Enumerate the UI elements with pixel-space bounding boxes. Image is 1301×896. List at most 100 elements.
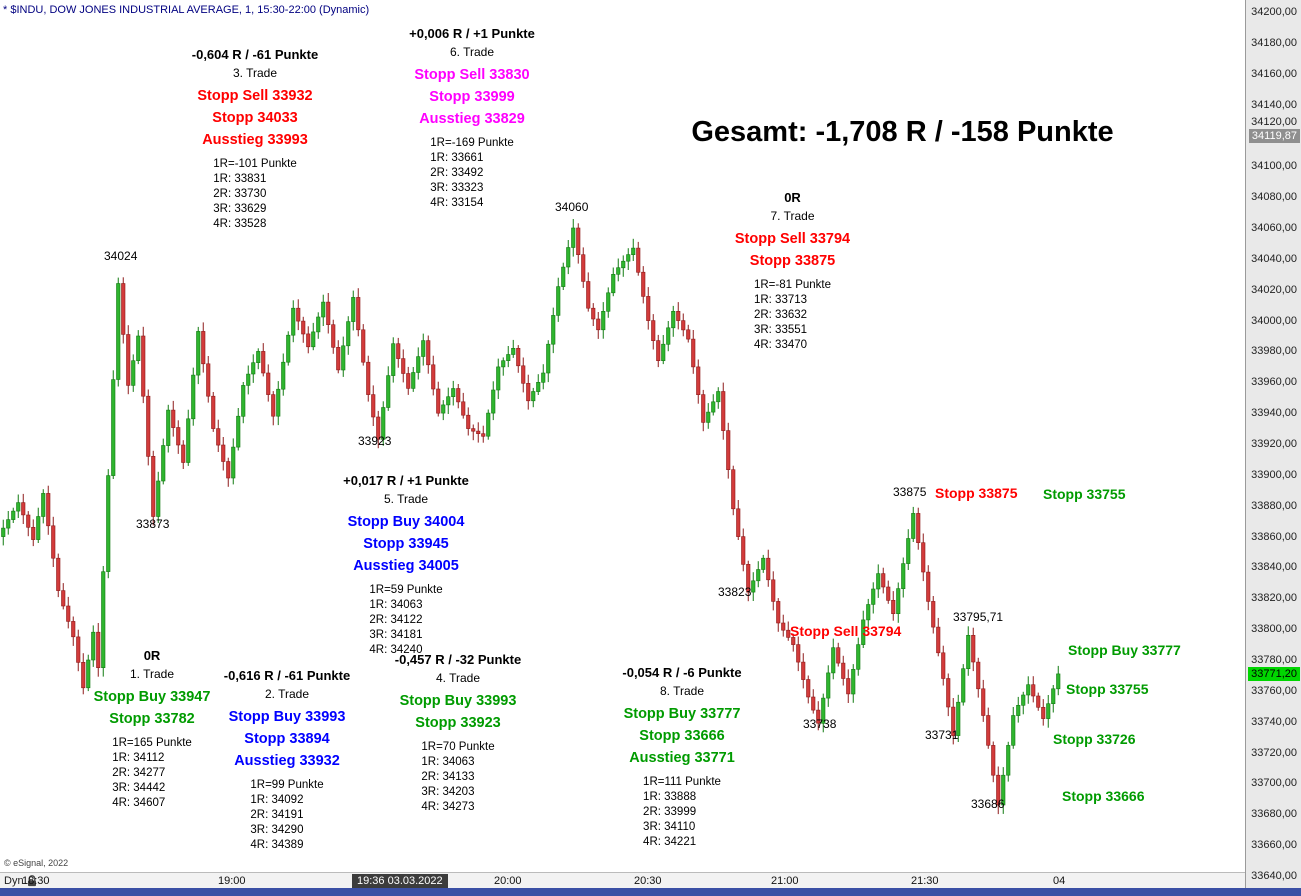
trade-number: 2. Trade bbox=[264, 687, 310, 701]
total-result-label: Gesamt: -1,708 R / -158 Punkte bbox=[691, 116, 1114, 148]
trade-stop-lines: Stopp Sell 33830 Stopp 33999 Ausstieg 3382… bbox=[414, 67, 530, 127]
price-swing-label: 33795,71 bbox=[953, 610, 1004, 624]
time-axis-label: 20:00 bbox=[494, 875, 522, 887]
price-axis-label: 33840,00 bbox=[1251, 561, 1297, 574]
trade-r-levels: 1R=59 Punkte 1R: 34063 2R: 34122 3R: 34181 4… bbox=[369, 584, 443, 656]
stop-level-label: Stopp 33726 bbox=[1053, 731, 1136, 747]
price-axis-label: 33660,00 bbox=[1251, 839, 1297, 852]
price-axis-label: 34040,00 bbox=[1251, 252, 1297, 265]
selected-time-marker: 19:36 03.03.2022 bbox=[352, 874, 448, 888]
price-axis-label: 33800,00 bbox=[1251, 623, 1297, 636]
trade-r-levels: 1R=70 Punkte 1R: 34063 2R: 34133 3R: 34203 4… bbox=[421, 741, 495, 813]
trade-stop-lines: Stopp Buy 33993 Stopp 33923 bbox=[399, 693, 517, 731]
trade-annotation-8: -0,054 R / -6 Punkte 8. Trade Stopp Buy 33… bbox=[602, 665, 762, 850]
trade-result: -0,457 R / -32 Punkte bbox=[394, 652, 522, 667]
time-axis[interactable]: Dyn 18:30 19:00 19:36 03.03.2022 20:00 20:30… bbox=[0, 872, 1245, 888]
trade-number: 6. Trade bbox=[449, 45, 495, 59]
price-axis-label: 33960,00 bbox=[1251, 376, 1297, 389]
price-axis-label: 34120,00 bbox=[1251, 116, 1297, 129]
candlestick-series bbox=[1, 219, 1061, 815]
trade-r-levels: 1R=-169 Punkte 1R: 33661 2R: 33492 3R: 3332… bbox=[430, 137, 514, 209]
copyright-label: © eSignal, 2022 bbox=[4, 858, 69, 868]
trade-stop-lines: Stopp Sell 33794 Stopp 33875 bbox=[734, 231, 851, 269]
trade-r-levels: 1R=99 Punkte 1R: 34092 2R: 34191 3R: 34290 4… bbox=[250, 779, 324, 851]
price-axis-label: 33780,00 bbox=[1251, 654, 1297, 666]
price-axis-label: 33680,00 bbox=[1251, 808, 1297, 821]
time-axis-label: 19:00 bbox=[218, 875, 246, 887]
price-axis-label: 34100,00 bbox=[1251, 160, 1297, 173]
trade-stop-lines: Stopp Sell 33932 Stopp 34033 Ausstieg 3399… bbox=[197, 88, 313, 148]
trade-annotation-4: -0,457 R / -32 Punkte 4. Trade Stopp Buy 3… bbox=[383, 652, 533, 815]
trade-result: -0,604 R / -61 Punkte bbox=[191, 47, 319, 62]
trade-annotation-1: 0R 1. Trade Stopp Buy 33947 Stopp 33782 1R=1… bbox=[72, 648, 232, 811]
price-axis-label: 34060,00 bbox=[1251, 222, 1297, 234]
price-axis-label: 33820,00 bbox=[1251, 592, 1297, 605]
trade-number: 3. Trade bbox=[232, 66, 278, 80]
dyn-label: Dyn bbox=[4, 875, 24, 887]
price-axis-label: 33900,00 bbox=[1251, 468, 1297, 481]
lock-icon bbox=[27, 875, 36, 887]
trade-stop-lines: Stopp Buy 33993 Stopp 33894 Ausstieg 33932 bbox=[228, 709, 346, 769]
trade-number: 8. Trade bbox=[659, 684, 705, 698]
price-axis[interactable]: 34200,00 34180,00 34160,00 34140,00 34120,00… bbox=[1245, 0, 1301, 888]
price-axis-label: 34200,00 bbox=[1251, 6, 1297, 18]
trade-stop-lines: Stopp Buy 33777 Stopp 33666 Ausstieg 33771 bbox=[623, 706, 741, 766]
last-price-marker: 33771,20 bbox=[1248, 666, 1300, 681]
trade-annotation-6: +0,006 R / +1 Punkte 6. Trade Stopp Sell 3… bbox=[396, 26, 548, 211]
price-swing-label: 33923 bbox=[358, 434, 392, 448]
price-axis-label: 34160,00 bbox=[1251, 67, 1297, 80]
trade-number: 1. Trade bbox=[129, 667, 175, 681]
trade-result: 0R bbox=[143, 648, 161, 663]
price-swing-label: 33875 bbox=[893, 485, 927, 499]
trade-r-levels: 1R=-101 Punkte 1R: 33831 2R: 33730 3R: 3362… bbox=[213, 158, 297, 230]
trade-annotation-3: -0,604 R / -61 Punkte 3. Trade Stopp Sell … bbox=[170, 47, 340, 232]
trade-result: +0,006 R / +1 Punkte bbox=[409, 26, 535, 41]
price-axis-label: 33720,00 bbox=[1251, 746, 1297, 759]
trade-number: 7. Trade bbox=[770, 209, 815, 223]
price-axis-label: 34020,00 bbox=[1251, 283, 1297, 296]
chart-title: * $INDU, DOW JONES INDUSTRIAL AVERAGE, 1… bbox=[3, 4, 370, 16]
price-swing-label: 33823 bbox=[718, 585, 752, 599]
stop-level-label: Stopp Buy 33777 bbox=[1068, 642, 1181, 658]
trade-stop-lines: Stopp Buy 33947 Stopp 33782 bbox=[93, 689, 211, 727]
trade-number: 4. Trade bbox=[435, 671, 481, 685]
price-swing-label: 33738 bbox=[803, 717, 837, 731]
session-high-marker: 34119,87 bbox=[1248, 128, 1300, 143]
price-axis-label: 33920,00 bbox=[1251, 438, 1297, 450]
price-swing-label: 34024 bbox=[104, 249, 138, 263]
stop-level-label: Stopp 33755 bbox=[1066, 681, 1149, 697]
price-axis-label: 34180,00 bbox=[1251, 36, 1297, 49]
trade-stop-lines: Stopp Buy 34004 Stopp 33945 Ausstieg 34005 bbox=[347, 514, 465, 574]
price-axis-label: 34140,00 bbox=[1251, 98, 1297, 111]
time-axis-label: 18:30 bbox=[22, 875, 50, 887]
trade-result: -0,616 R / -61 Punkte bbox=[223, 668, 351, 683]
price-axis-label: 34080,00 bbox=[1251, 191, 1297, 204]
trade-result: 0R bbox=[784, 190, 801, 205]
trade-annotation-2: -0,616 R / -61 Punkte 2. Trade Stopp Buy 3… bbox=[213, 668, 361, 853]
price-axis-label: 33760,00 bbox=[1251, 684, 1297, 697]
chart-surface[interactable]: * $INDU, DOW JONES INDUSTRIAL AVERAGE, 1… bbox=[0, 0, 1245, 872]
price-axis-label: 33740,00 bbox=[1251, 715, 1297, 728]
stop-level-label: Stopp Sell 33794 bbox=[790, 623, 902, 639]
trade-r-levels: 1R=111 Punkte 1R: 33888 2R: 33999 3R: 34110… bbox=[643, 776, 721, 848]
window-bottom-border bbox=[0, 888, 1301, 896]
trade-r-levels: 1R=165 Punkte 1R: 34112 2R: 34277 3R: 34442… bbox=[112, 737, 192, 809]
trade-annotation-5: +0,017 R / +1 Punkte 5. Trade Stopp Buy 34… bbox=[330, 473, 482, 658]
time-axis-label: 04 bbox=[1053, 875, 1066, 887]
stop-level-label: Stopp 33875 bbox=[935, 485, 1018, 501]
price-axis-label: 33880,00 bbox=[1251, 499, 1297, 512]
time-axis-label: 21:30 bbox=[911, 875, 939, 887]
trade-result: -0,054 R / -6 Punkte bbox=[622, 665, 742, 680]
dynamic-mode-indicator[interactable]: Dyn bbox=[4, 874, 37, 888]
trade-r-levels: 1R=-81 Punkte 1R: 33713 2R: 33632 3R: 33551… bbox=[753, 279, 832, 351]
price-axis-label: 33940,00 bbox=[1251, 407, 1297, 420]
price-axis-label: 33980,00 bbox=[1251, 345, 1297, 358]
price-swing-label: 34060 bbox=[555, 200, 589, 214]
trade-number: 5. Trade bbox=[383, 492, 429, 506]
price-swing-label: 33731 bbox=[925, 728, 959, 742]
stop-level-label: Stopp 33666 bbox=[1062, 788, 1145, 804]
trade-result: +0,017 R / +1 Punkte bbox=[343, 473, 469, 488]
trade-annotation-7: 0R 7. Trade Stopp Sell 33794 Stopp 33875 1R=… bbox=[710, 190, 875, 353]
price-axis-label: 33700,00 bbox=[1251, 777, 1297, 790]
